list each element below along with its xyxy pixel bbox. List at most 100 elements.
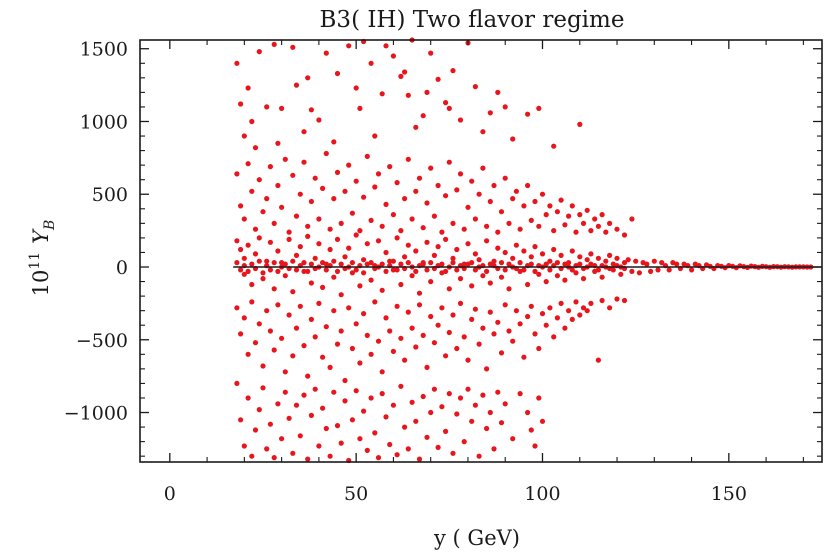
data-point [446, 329, 452, 336]
data-point [379, 287, 385, 293]
data-point [428, 165, 434, 171]
data-point [308, 261, 314, 267]
data-point [279, 436, 285, 442]
data-point [290, 353, 296, 359]
data-point [431, 386, 437, 392]
data-point [491, 331, 497, 337]
data-point [293, 213, 300, 219]
data-point [577, 312, 583, 318]
data-point [461, 334, 467, 340]
data-point [323, 324, 329, 330]
data-point [476, 257, 482, 263]
data-point [316, 117, 322, 123]
data-point [290, 289, 296, 295]
data-point [413, 418, 419, 424]
data-point [577, 254, 583, 260]
data-point [446, 391, 452, 397]
data-point [424, 89, 430, 95]
data-point [532, 198, 538, 205]
data-point [554, 209, 561, 215]
data-point [439, 305, 445, 311]
data-point [368, 60, 374, 66]
data-point [372, 133, 378, 139]
data-point [398, 335, 404, 341]
data-point [543, 261, 549, 267]
y-axis-title-base: 10 [29, 270, 53, 297]
data-point [595, 267, 602, 273]
data-point [469, 418, 475, 424]
data-point [349, 417, 355, 423]
data-point [450, 260, 456, 266]
data-point [361, 257, 367, 263]
data-point [383, 43, 389, 49]
data-point [633, 258, 639, 264]
data-point [435, 182, 441, 189]
data-point [327, 364, 333, 370]
data-point [301, 392, 307, 398]
data-point [532, 268, 538, 274]
data-point [651, 258, 657, 264]
data-point [241, 216, 247, 222]
data-point [569, 267, 575, 273]
data-point [308, 412, 314, 418]
data-point [402, 196, 408, 202]
data-point [260, 363, 266, 369]
data-point [577, 212, 583, 218]
data-point [316, 216, 322, 222]
data-point [308, 316, 314, 322]
data-point [584, 308, 590, 314]
data-point [644, 261, 650, 267]
data-point [312, 255, 318, 261]
data-point [327, 453, 333, 459]
data-point [271, 455, 277, 461]
data-point [286, 312, 292, 318]
data-point [558, 300, 564, 306]
data-point [361, 194, 367, 200]
data-point [331, 196, 337, 202]
data-point [443, 353, 449, 359]
data-point [409, 273, 415, 279]
data-point [260, 209, 266, 215]
data-point [461, 439, 467, 445]
data-point [599, 297, 605, 304]
data-point [551, 334, 557, 340]
data-point [275, 302, 281, 308]
data-point [621, 232, 628, 238]
data-point [599, 274, 605, 280]
data-point [525, 111, 531, 117]
data-point [342, 398, 348, 404]
data-point [498, 420, 505, 426]
data-point [334, 169, 341, 175]
data-point [621, 297, 628, 304]
data-point [491, 258, 497, 264]
data-point [472, 216, 478, 222]
data-point [275, 182, 281, 189]
data-point [577, 121, 583, 127]
data-point [383, 268, 389, 274]
data-point [539, 191, 546, 197]
data-point [342, 188, 348, 194]
data-point [465, 204, 471, 210]
data-point [446, 105, 452, 111]
data-point [282, 273, 288, 279]
data-point [450, 68, 456, 74]
data-point [327, 226, 333, 232]
data-point [517, 226, 523, 232]
data-point [405, 260, 411, 266]
data-point [525, 281, 531, 288]
data-point [595, 223, 602, 229]
data-point [383, 315, 389, 321]
data-point [282, 261, 288, 267]
data-point [558, 252, 564, 258]
data-point [375, 238, 382, 244]
axis-tick-labels: 0 50 100 150 −1000 −500 0 500 1000 1500 [64, 39, 747, 505]
data-point [443, 236, 449, 242]
data-point [379, 223, 385, 229]
data-point [424, 364, 430, 370]
data-point [331, 258, 337, 264]
data-point [260, 276, 266, 282]
data-point [249, 299, 255, 305]
data-point [234, 60, 240, 66]
data-point [495, 245, 501, 251]
data-point [480, 273, 486, 279]
